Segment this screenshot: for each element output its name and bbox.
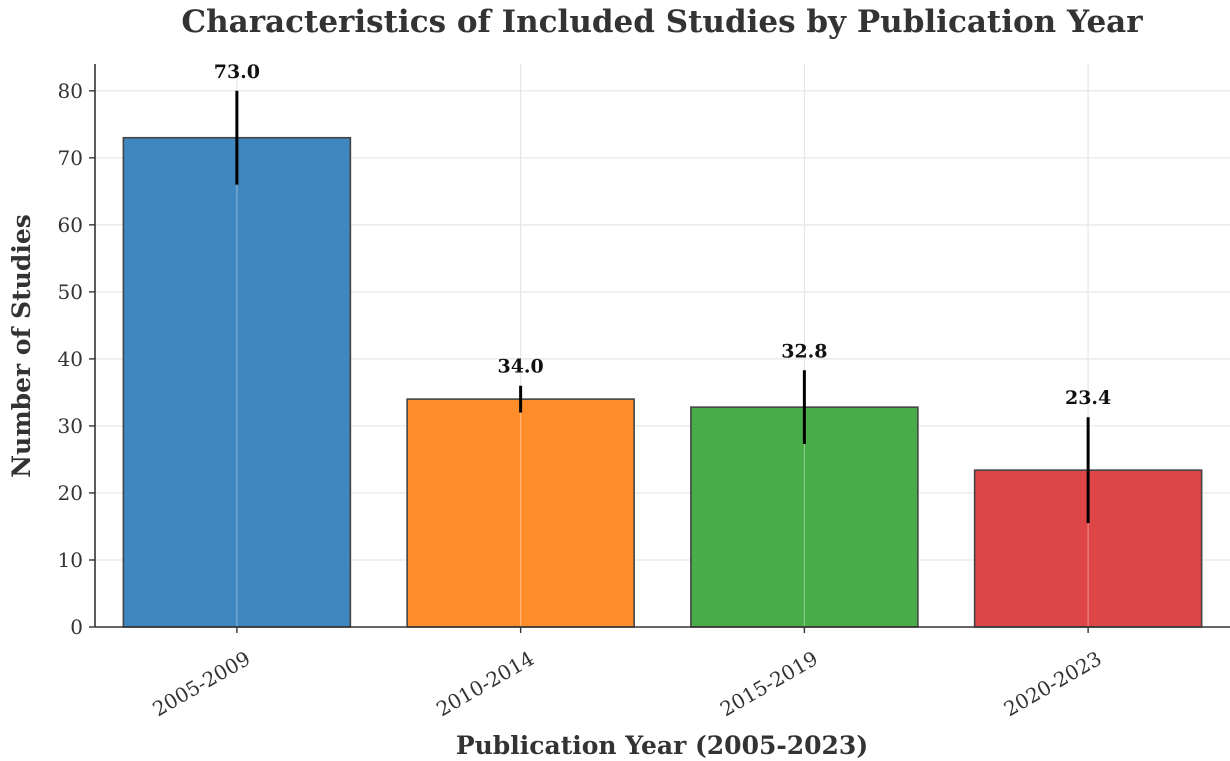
y-tick-label: 10 [58, 548, 83, 572]
y-tick-label: 20 [58, 481, 83, 505]
x-tick-label: 2005-2009 [148, 646, 254, 721]
y-tick-label: 30 [58, 414, 83, 438]
bar [973, 469, 1203, 628]
y-tick-label: 40 [58, 347, 83, 371]
chart-title: Characteristics of Included Studies by P… [181, 4, 1143, 40]
data-labels: 73.0 34.0 32.8 23.4 [214, 61, 1112, 409]
bars [122, 136, 1203, 628]
y-axis-label: Number of Studies [7, 214, 36, 478]
y-tick-label: 50 [58, 280, 83, 304]
y-tick-label: 70 [58, 146, 83, 170]
x-tick-label: 2020-2023 [1000, 646, 1106, 721]
x-tick-labels: 2005-2009 2010-2014 2015-2019 2020-2023 [148, 646, 1105, 721]
y-tick-label: 80 [58, 79, 83, 103]
y-tick-label: 60 [58, 213, 83, 237]
x-tick-label: 2010-2014 [432, 646, 538, 721]
vertical-grid-lines [236, 64, 1089, 627]
x-tick-label: 2015-2019 [716, 646, 822, 721]
data-label: 32.8 [781, 340, 827, 362]
error-bars [235, 90, 1090, 524]
x-axis-label: Publication Year (2005-2023) [456, 731, 868, 760]
bar [406, 398, 635, 628]
data-label: 23.4 [1065, 387, 1111, 409]
y-tick-label: 0 [70, 615, 83, 639]
bar [122, 136, 352, 628]
data-label: 73.0 [214, 61, 260, 83]
y-tick-labels: 0 10 20 30 40 50 60 70 80 [58, 79, 83, 639]
data-label: 34.0 [497, 356, 543, 378]
axes [89, 64, 1230, 633]
